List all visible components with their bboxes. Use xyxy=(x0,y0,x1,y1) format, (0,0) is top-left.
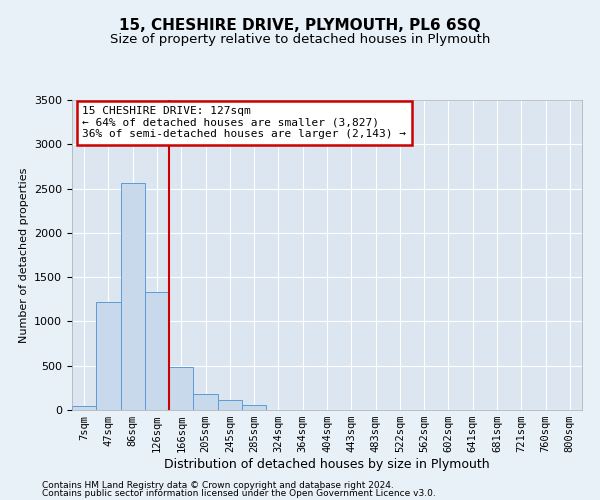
Bar xyxy=(218,400,242,410)
Text: 15 CHESHIRE DRIVE: 127sqm
← 64% of detached houses are smaller (3,827)
36% of se: 15 CHESHIRE DRIVE: 127sqm ← 64% of detac… xyxy=(82,106,406,140)
Bar xyxy=(121,184,145,410)
Text: Size of property relative to detached houses in Plymouth: Size of property relative to detached ho… xyxy=(110,32,490,46)
Bar xyxy=(169,366,193,410)
Bar xyxy=(96,302,121,410)
Text: Contains public sector information licensed under the Open Government Licence v3: Contains public sector information licen… xyxy=(42,489,436,498)
Bar xyxy=(193,394,218,410)
Bar xyxy=(145,292,169,410)
Text: 15, CHESHIRE DRIVE, PLYMOUTH, PL6 6SQ: 15, CHESHIRE DRIVE, PLYMOUTH, PL6 6SQ xyxy=(119,18,481,32)
Y-axis label: Number of detached properties: Number of detached properties xyxy=(19,168,29,342)
Text: Contains HM Land Registry data © Crown copyright and database right 2024.: Contains HM Land Registry data © Crown c… xyxy=(42,480,394,490)
Bar xyxy=(72,406,96,410)
X-axis label: Distribution of detached houses by size in Plymouth: Distribution of detached houses by size … xyxy=(164,458,490,471)
Bar xyxy=(242,405,266,410)
